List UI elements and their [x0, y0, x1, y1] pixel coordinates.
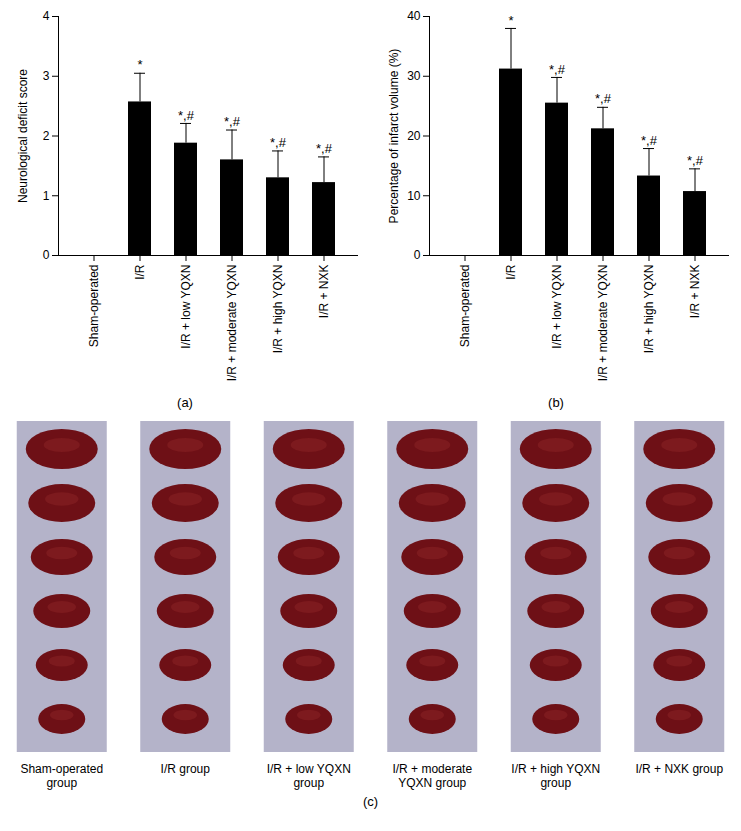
html-text:I/R + high YQXN group: I/R + high YQXN group	[511, 762, 601, 790]
svg-text:I/R + NXK: I/R + NXK	[317, 265, 331, 319]
svg-text:1: 1	[43, 189, 50, 203]
svg-text:4: 4	[43, 9, 50, 23]
svg-text:20: 20	[407, 129, 421, 143]
svg-text:*,#: *,#	[178, 108, 195, 123]
svg-text:*: *	[137, 57, 142, 72]
svg-text:*,#: *,#	[270, 135, 287, 150]
svg-text:*: *	[508, 13, 513, 28]
html-text:(a): (a)	[177, 395, 193, 410]
svg-text:3: 3	[43, 69, 50, 83]
svg-text:40: 40	[407, 9, 421, 23]
svg-text:10: 10	[407, 189, 421, 203]
svg-text:2: 2	[43, 129, 50, 143]
html-text:I/R + moderate YQXN group: I/R + moderate YQXN group	[392, 762, 473, 790]
svg-text:I/R: I/R	[504, 264, 518, 280]
svg-text:0: 0	[414, 248, 421, 262]
svg-text:*,#: *,#	[595, 91, 612, 106]
html-text:(b): (b)	[548, 395, 564, 410]
html-text:(c): (c)	[362, 794, 379, 809]
svg-text:I/R + moderate YQXN: I/R + moderate YQXN	[225, 265, 239, 382]
html-text:Sham-operated group: Sham-operated group	[20, 762, 104, 790]
svg-text:0: 0	[43, 248, 50, 262]
svg-text:Sham-operated: Sham-operated	[87, 265, 101, 348]
svg-text:I/R: I/R	[133, 264, 147, 280]
svg-text:Percentage of infarct volume (: Percentage of infarct volume (%)	[387, 49, 401, 224]
svg-text:30: 30	[407, 69, 421, 83]
svg-text:Neurological deficit score: Neurological deficit score	[16, 69, 30, 203]
svg-text:I/R + NXK: I/R + NXK	[688, 265, 702, 319]
svg-text:*,#: *,#	[316, 141, 333, 156]
html-text:I/R + low YQXN group: I/R + low YQXN group	[266, 762, 351, 790]
svg-text:I/R + high YQXN: I/R + high YQXN	[642, 265, 656, 354]
svg-text:I/R + high YQXN: I/R + high YQXN	[271, 265, 285, 354]
svg-text:I/R + moderate YQXN: I/R + moderate YQXN	[596, 265, 610, 382]
svg-text:*,#: *,#	[641, 133, 658, 148]
svg-text:I/R + low YQXN: I/R + low YQXN	[550, 265, 564, 349]
html-text:I/R + NXK group: I/R + NXK group	[635, 762, 724, 776]
svg-text:*,#: *,#	[224, 114, 241, 129]
html-text:I/R group: I/R group	[160, 762, 210, 776]
svg-text:Sham-operated: Sham-operated	[458, 265, 472, 348]
svg-text:*,#: *,#	[687, 153, 704, 168]
svg-text:I/R + low YQXN: I/R + low YQXN	[179, 265, 193, 349]
svg-text:*,#: *,#	[549, 62, 566, 77]
